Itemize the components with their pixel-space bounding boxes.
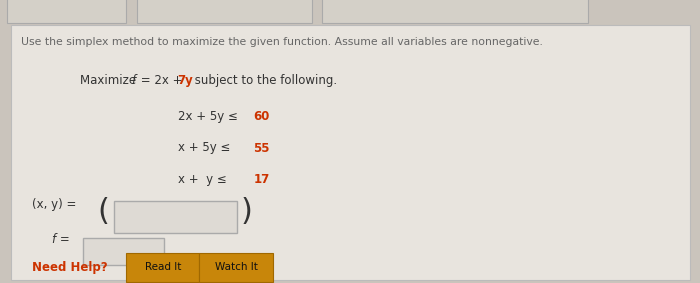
- Text: Watch It: Watch It: [215, 262, 258, 273]
- Text: Use the simplex method to maximize the given function. Assume all variables are : Use the simplex method to maximize the g…: [21, 37, 543, 47]
- Text: Maximize: Maximize: [80, 74, 141, 87]
- Text: x +  y ≤: x + y ≤: [178, 173, 231, 186]
- Text: 60: 60: [253, 110, 270, 123]
- Text: x + 5y ≤: x + 5y ≤: [178, 142, 234, 155]
- Text: = 2x +: = 2x +: [137, 74, 186, 87]
- Text: Need Help?: Need Help?: [32, 261, 107, 274]
- Text: 2x + 5y ≤: 2x + 5y ≤: [178, 110, 242, 123]
- Text: 17: 17: [253, 173, 270, 186]
- Text: f: f: [132, 74, 136, 87]
- Text: subject to the following.: subject to the following.: [191, 74, 337, 87]
- Text: 7y: 7y: [177, 74, 192, 87]
- Text: 55: 55: [253, 142, 270, 155]
- Text: (x, y) =: (x, y) =: [32, 198, 80, 211]
- Text: f =: f =: [52, 233, 74, 246]
- Text: ): ): [240, 197, 252, 226]
- Text: Read It: Read It: [145, 262, 181, 273]
- Text: (: (: [97, 197, 109, 226]
